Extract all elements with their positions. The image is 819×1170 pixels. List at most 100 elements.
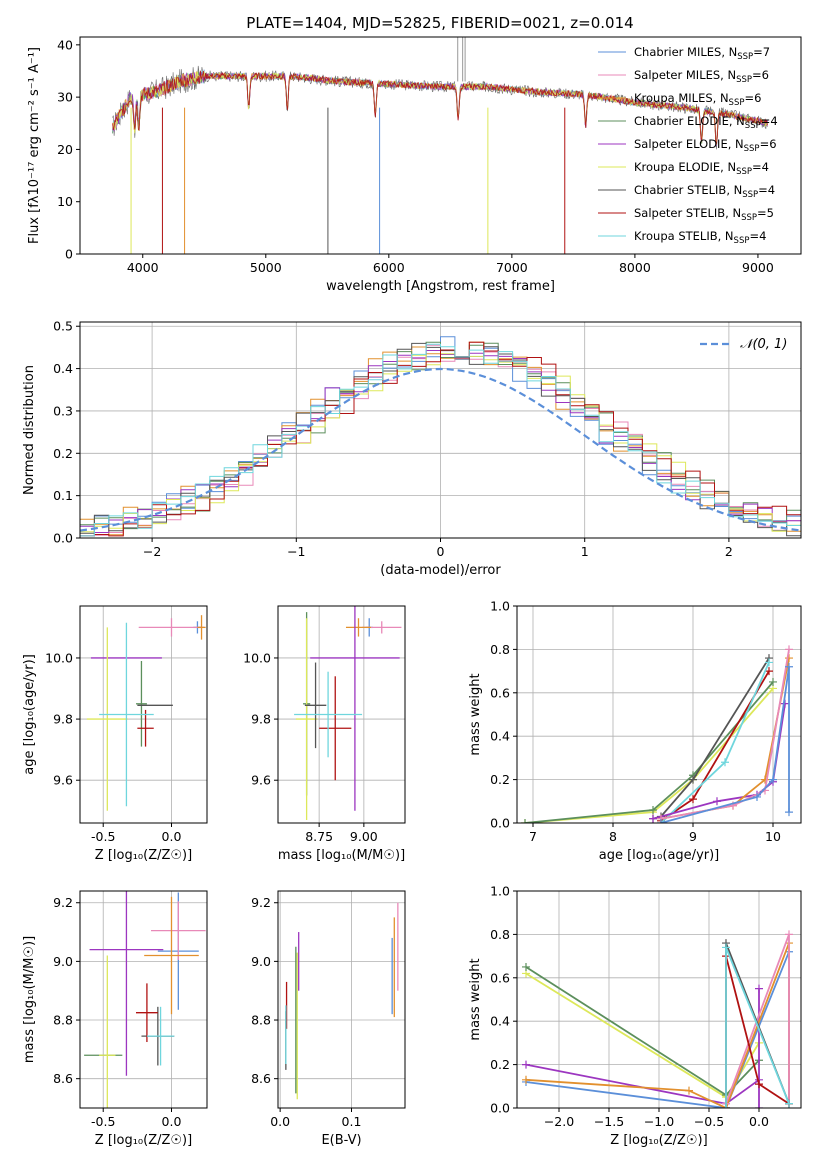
x-tick-label: 2 bbox=[725, 544, 733, 559]
y-axis-label: age [log₁₀(age/yr)] bbox=[22, 654, 37, 775]
legend-entry: Kroupa MILES, NSSP=6 bbox=[634, 91, 761, 108]
errorbar-ke bbox=[99, 955, 116, 1108]
mass-weight-line-ke bbox=[524, 687, 774, 823]
y-tick-label: 9.8 bbox=[251, 712, 271, 727]
x-axis-label: mass [log₁₀(M/M☉)] bbox=[278, 848, 405, 863]
marker-km bbox=[522, 1075, 530, 1084]
normal-curve bbox=[80, 367, 801, 532]
plot-area bbox=[84, 891, 206, 1108]
x-tick-label: 0.0 bbox=[162, 829, 182, 844]
errorbar-sm bbox=[138, 618, 205, 637]
y-tick-label: 9.2 bbox=[251, 895, 271, 910]
errorbar-ks bbox=[99, 622, 154, 807]
y-tick-label: 0.2 bbox=[53, 446, 73, 461]
x-tick-label: −1 bbox=[287, 544, 305, 559]
marker-ce bbox=[769, 677, 777, 686]
marker-se bbox=[649, 814, 657, 823]
y-tick-label: 10.0 bbox=[45, 650, 73, 665]
errorbar-ce bbox=[135, 661, 147, 747]
legend-sub: SSP bbox=[734, 236, 750, 246]
mass-weight-line-km bbox=[525, 942, 790, 1108]
marker-cm bbox=[785, 808, 793, 817]
x-tick-label: 5000 bbox=[250, 260, 282, 275]
y-axis-label: mass [log₁₀(M/M☉)] bbox=[22, 936, 37, 1063]
x-axis-label: Z [log₁₀(Z/Z☉)] bbox=[95, 848, 192, 863]
x-tick-label: 4000 bbox=[127, 260, 159, 275]
axes-frame bbox=[79, 605, 208, 824]
errorbar-ke bbox=[86, 627, 128, 811]
legend-entry: Salpeter ELODIE, NSSP=6 bbox=[634, 137, 777, 154]
y-tick-label: 0.2 bbox=[490, 1057, 510, 1072]
y-axis-label: Normed distribution bbox=[22, 365, 37, 495]
panel-mass_vs_EBV: 0.0 0.1 8.6 8.8 9.0 9.2 E(B-V) bbox=[251, 890, 406, 1148]
mass-weight-line-se bbox=[525, 988, 760, 1108]
mass-weight-line-ke bbox=[525, 972, 760, 1099]
axes-frame bbox=[277, 890, 406, 1109]
x-tick-label: 0 bbox=[437, 544, 445, 559]
x-axis-label: wavelength [Angstrom, rest frame] bbox=[326, 279, 555, 294]
plot-area bbox=[112, 37, 768, 254]
plot-area bbox=[521, 645, 793, 823]
marker-ce bbox=[521, 819, 529, 823]
y-tick-label: 8.6 bbox=[53, 1071, 73, 1086]
marker-cm bbox=[785, 662, 793, 671]
mass-weight-line-cm bbox=[525, 951, 790, 1108]
legend-value: =4 bbox=[752, 160, 769, 174]
y-tick-label: 10.0 bbox=[243, 650, 271, 665]
x-axis-label: (data-model)/error bbox=[380, 563, 501, 578]
panel-age_vs_Z: -0.5 0.0 9.6 9.8 10.0 Z [log₁₀(Z/Z☉)] age [log… bbox=[22, 605, 208, 863]
errorbar-km bbox=[197, 615, 206, 640]
plot-area bbox=[294, 606, 402, 820]
errorbar-ke bbox=[295, 618, 318, 820]
marker-ks bbox=[785, 1099, 793, 1108]
y-tick-label: 0.4 bbox=[490, 1014, 510, 1029]
legend-entry: Salpeter STELIB, NSSP=5 bbox=[634, 206, 774, 223]
legend-value: =4 bbox=[758, 183, 775, 197]
x-tick-label: 8.75 bbox=[305, 829, 333, 844]
marker-km bbox=[685, 1086, 693, 1095]
y-tick-label: 10 bbox=[57, 194, 73, 209]
marker-se bbox=[522, 1060, 530, 1069]
legend-value: =5 bbox=[757, 206, 774, 220]
legend-sub: SSP bbox=[741, 213, 757, 223]
marker-se bbox=[755, 1104, 763, 1108]
x-tick-label: 0.0 bbox=[162, 1114, 182, 1129]
x-tick-label: 9.00 bbox=[350, 829, 378, 844]
legend-entry: Chabrier ELODIE, NSSP=4 bbox=[634, 114, 778, 131]
y-axis-label: Flux [fλ10⁻¹⁷ erg cm⁻² s⁻¹ A⁻¹] bbox=[27, 47, 42, 244]
x-tick-label: −0.5 bbox=[694, 1114, 724, 1129]
y-tick-label: 0.4 bbox=[53, 361, 73, 376]
y-tick-label: 0.1 bbox=[53, 488, 73, 503]
legend-value: =4 bbox=[761, 114, 778, 128]
axes-frame bbox=[79, 890, 208, 1109]
plot-area bbox=[80, 336, 801, 537]
x-tick-label: 9 bbox=[689, 829, 697, 844]
x-tick-label: 8000 bbox=[619, 260, 651, 275]
legend-text: Kroupa MILES, N bbox=[634, 91, 729, 105]
panel-residuals: −2 −1 0 1 2 0.0 0.1 0.2 0.3 0.4 0.5 (data-model)/er… bbox=[22, 319, 802, 578]
marker-ks bbox=[722, 1104, 730, 1108]
marker-sm bbox=[785, 645, 793, 654]
mass-weight-line-sm bbox=[660, 649, 790, 820]
marker-cm bbox=[753, 792, 761, 801]
errorbar-se bbox=[89, 891, 164, 1076]
x-tick-label: 0.0 bbox=[270, 1114, 290, 1129]
panel-mass_vs_Z: -0.5 0.0 8.6 8.8 9.0 9.2 Z [log₁₀(Z/Z☉)] mass [… bbox=[22, 890, 208, 1148]
legend-text: Kroupa ELODIE, N bbox=[634, 160, 736, 174]
x-axis-label: E(B-V) bbox=[321, 1133, 361, 1148]
panel-spectrum: 4000 5000 6000 7000 8000 9000 0 10 20 30 40 wavelen… bbox=[27, 36, 802, 294]
marker-ss bbox=[765, 667, 773, 676]
spectrum-line-ss bbox=[112, 70, 768, 145]
figure-title: PLATE=1404, MJD=52825, FIBERID=0021, z=0… bbox=[246, 14, 633, 32]
errorbar-ss bbox=[319, 676, 352, 781]
y-tick-label: 9.0 bbox=[251, 954, 271, 969]
x-tick-label: 7000 bbox=[496, 260, 528, 275]
errorbar-ks bbox=[294, 671, 363, 758]
plot-area bbox=[285, 902, 399, 1100]
y-tick-label: 9.6 bbox=[53, 773, 73, 788]
marker-ss bbox=[689, 795, 697, 804]
y-tick-label: 9.8 bbox=[53, 712, 73, 727]
x-tick-label: 6000 bbox=[373, 260, 405, 275]
